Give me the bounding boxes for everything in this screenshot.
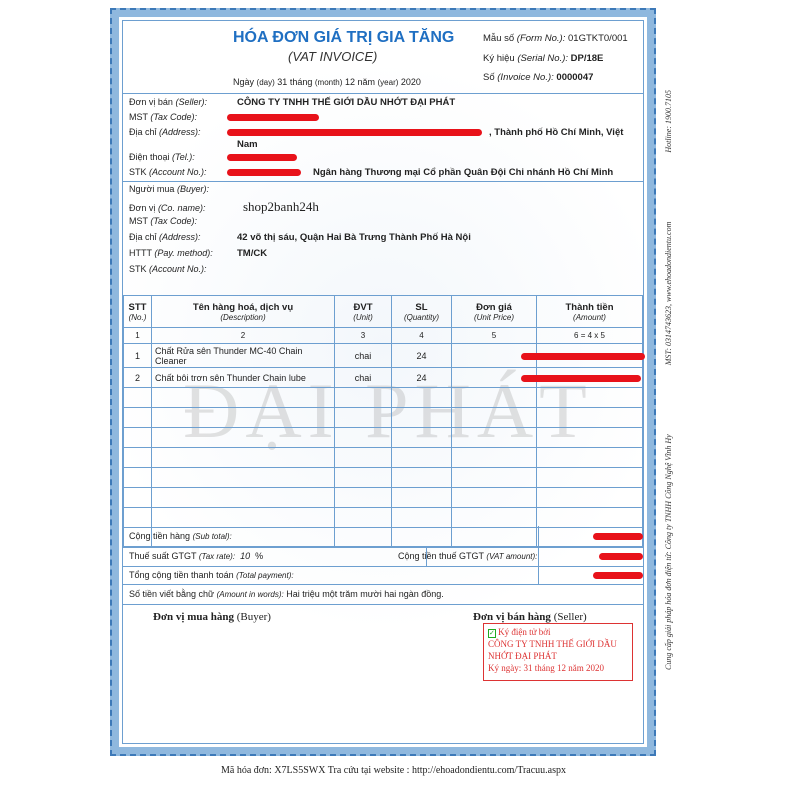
invoice-title: HÓA ĐƠN GIÁ TRỊ GIA TĂNG — [233, 29, 455, 46]
check-icon: ✓ — [488, 629, 496, 638]
col-no: STT (No.) — [123, 295, 152, 328]
digital-signature-stamp: ✓ Ký điện tử bởi CÔNG TY TNHH THẾ GIỚI D… — [483, 623, 633, 681]
invoice-body: ĐẠI PHÁT HÓA ĐƠN GIÁ TRỊ GIA TĂNG (VAT I… — [122, 20, 645, 744]
buyer-name: Người mua (Buyer): — [129, 184, 209, 194]
seller-address-line2: Nam — [237, 139, 258, 150]
invoice-lookup-footer: Mã hóa đơn: X7LS5SWX Tra cứu tại website… — [220, 765, 567, 776]
serial-no: Ký hiệu (Serial No.): DP/18E — [483, 53, 604, 64]
buyer-pay-method: HTTT (Pay. method): TM/CK — [129, 248, 268, 259]
invoice-no: Số (Invoice No.): 0000047 — [483, 72, 594, 83]
seller-signature-label: Đơn vị bán hàng (Seller) — [473, 611, 587, 623]
invoice-frame: ĐẠI PHÁT HÓA ĐƠN GIÁ TRỊ GIA TĂNG (VAT I… — [110, 8, 656, 756]
redaction — [227, 154, 297, 161]
tax-rate: Thuế suất GTGT (Tax rate): 10 % — [129, 551, 264, 561]
buyer-address: Địa chỉ (Address): 42 võ thị sáu, Quận Ha… — [129, 232, 471, 243]
buyer-account: STK (Account No.): — [129, 264, 207, 274]
seller-name: Đơn vị bán (Seller): CÔNG TY TNHH THẾ GIỚ… — [129, 97, 456, 108]
col-unit: ĐVT (Unit) — [334, 295, 392, 328]
redaction — [521, 375, 641, 382]
seller-tel: Điện thoại (Tel.): — [129, 152, 195, 162]
buyer-signature-label: Đơn vị mua hàng (Buyer) — [153, 611, 271, 623]
seller-tax-code: MST (Tax Code): — [129, 112, 198, 122]
form-no: Mẫu số (Form No.): 01GTKT0/001 — [483, 33, 628, 44]
redaction — [521, 353, 645, 360]
seller-account: STK (Account No.): Ngân hàng Thương mại C… — [129, 167, 614, 178]
redaction — [227, 129, 482, 136]
total-payment: Tổng cộng tiền thanh toán (Total payment… — [129, 570, 294, 580]
buyer-company: Đơn vị (Co. name): shop2banh24h — [129, 199, 319, 214]
seller-address: Địa chỉ (Address):, Thành phố Hồ Chí Min… — [129, 127, 624, 138]
col-unit-price: Đơn giá (Unit Price) — [451, 295, 537, 328]
redaction — [593, 572, 643, 579]
redaction — [227, 169, 301, 176]
vat-amount: Cộng tiền thuế GTGT (VAT amount): — [398, 551, 538, 561]
amount-in-words: Số tiền viết bằng chữ (Amount in words):… — [129, 589, 444, 599]
redaction — [227, 114, 319, 121]
provider-side-text: Cung cấp giải pháp hóa đơn điện tử: Công… — [664, 90, 673, 670]
redaction — [593, 533, 643, 540]
col-quantity: SL (Quantity) — [391, 295, 452, 328]
invoice-date: Ngày (day) 31 tháng (month) 12 năm (year… — [233, 77, 421, 87]
buyer-tax-code: MST (Tax Code): — [129, 216, 198, 226]
col-description: Tên hàng hoá, dịch vụ (Description) — [151, 295, 335, 328]
redaction — [599, 553, 643, 560]
subtotal: Cộng tiền hàng (Sub total): — [129, 531, 232, 541]
invoice-subtitle: (VAT INVOICE) — [288, 49, 378, 64]
items-table: STT (No.) Tên hàng hoá, dịch vụ (Descripti… — [123, 295, 643, 548]
col-amount: Thành tiền (Amount) — [536, 295, 643, 328]
table-row: 1 Chất Rửa sên Thunder MC-40 Chain Cleane… — [123, 343, 643, 368]
